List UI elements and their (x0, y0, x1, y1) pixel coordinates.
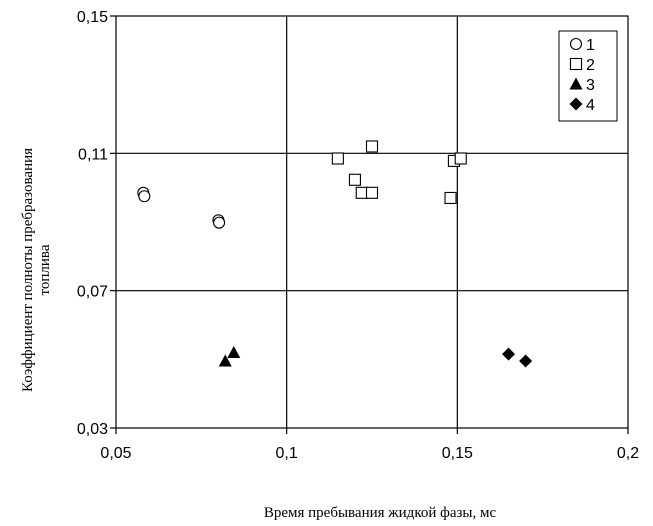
x-tick-label: 0,1 (276, 445, 298, 462)
legend-marker-series-4 (569, 97, 583, 111)
data-point-series-2 (444, 191, 457, 205)
x-tick-label: 0,05 (100, 445, 131, 462)
legend-marker-series-3 (569, 77, 583, 90)
data-point-series-3 (227, 345, 241, 358)
data-point-series-4 (519, 354, 533, 368)
data-point-series-2 (355, 186, 368, 199)
legend: 1 2 3 4 (558, 30, 618, 122)
x-tick-label: 0,2 (617, 445, 639, 462)
legend-marker-series-2 (569, 57, 583, 71)
y-tick-label: 0,03 (77, 421, 108, 438)
data-points (137, 140, 533, 368)
legend-box (558, 30, 618, 122)
data-point-series-2 (365, 140, 379, 153)
y-tick-label: 0,07 (77, 284, 108, 301)
grid (116, 16, 628, 428)
data-point-series-1 (213, 216, 226, 229)
y-axis-title-line1: Коэффициент полноты пребразования (20, 148, 36, 392)
x-tick-label: 0,15 (442, 445, 473, 462)
y-tick-label: 0,11 (78, 146, 108, 163)
x-axis-title: Время пребывания жидкой фазы, мс (264, 505, 497, 521)
y-axis-title-line2: топлива (37, 244, 53, 295)
plot-area-frame (115, 15, 629, 429)
data-point-series-1 (138, 190, 151, 203)
legend-label-series-1: 1 (586, 37, 595, 54)
legend-label-series-3: 3 (586, 77, 595, 94)
y-tick-label: 0,15 (77, 9, 108, 26)
data-point-series-2 (454, 152, 467, 165)
data-point-series-2 (348, 173, 361, 186)
data-point-series-4 (502, 347, 516, 361)
data-point-series-2 (365, 186, 379, 199)
legend-marker-series-1 (569, 37, 583, 51)
data-point-series-2 (331, 152, 344, 165)
data-point-series-3 (218, 354, 232, 367)
legend-label-series-2: 2 (586, 57, 595, 74)
ticks: 0,05 0,1 0,15 0,2 0,03 0,07 0,11 0,15 (77, 9, 639, 462)
legend-label-series-4: 4 (586, 97, 595, 114)
